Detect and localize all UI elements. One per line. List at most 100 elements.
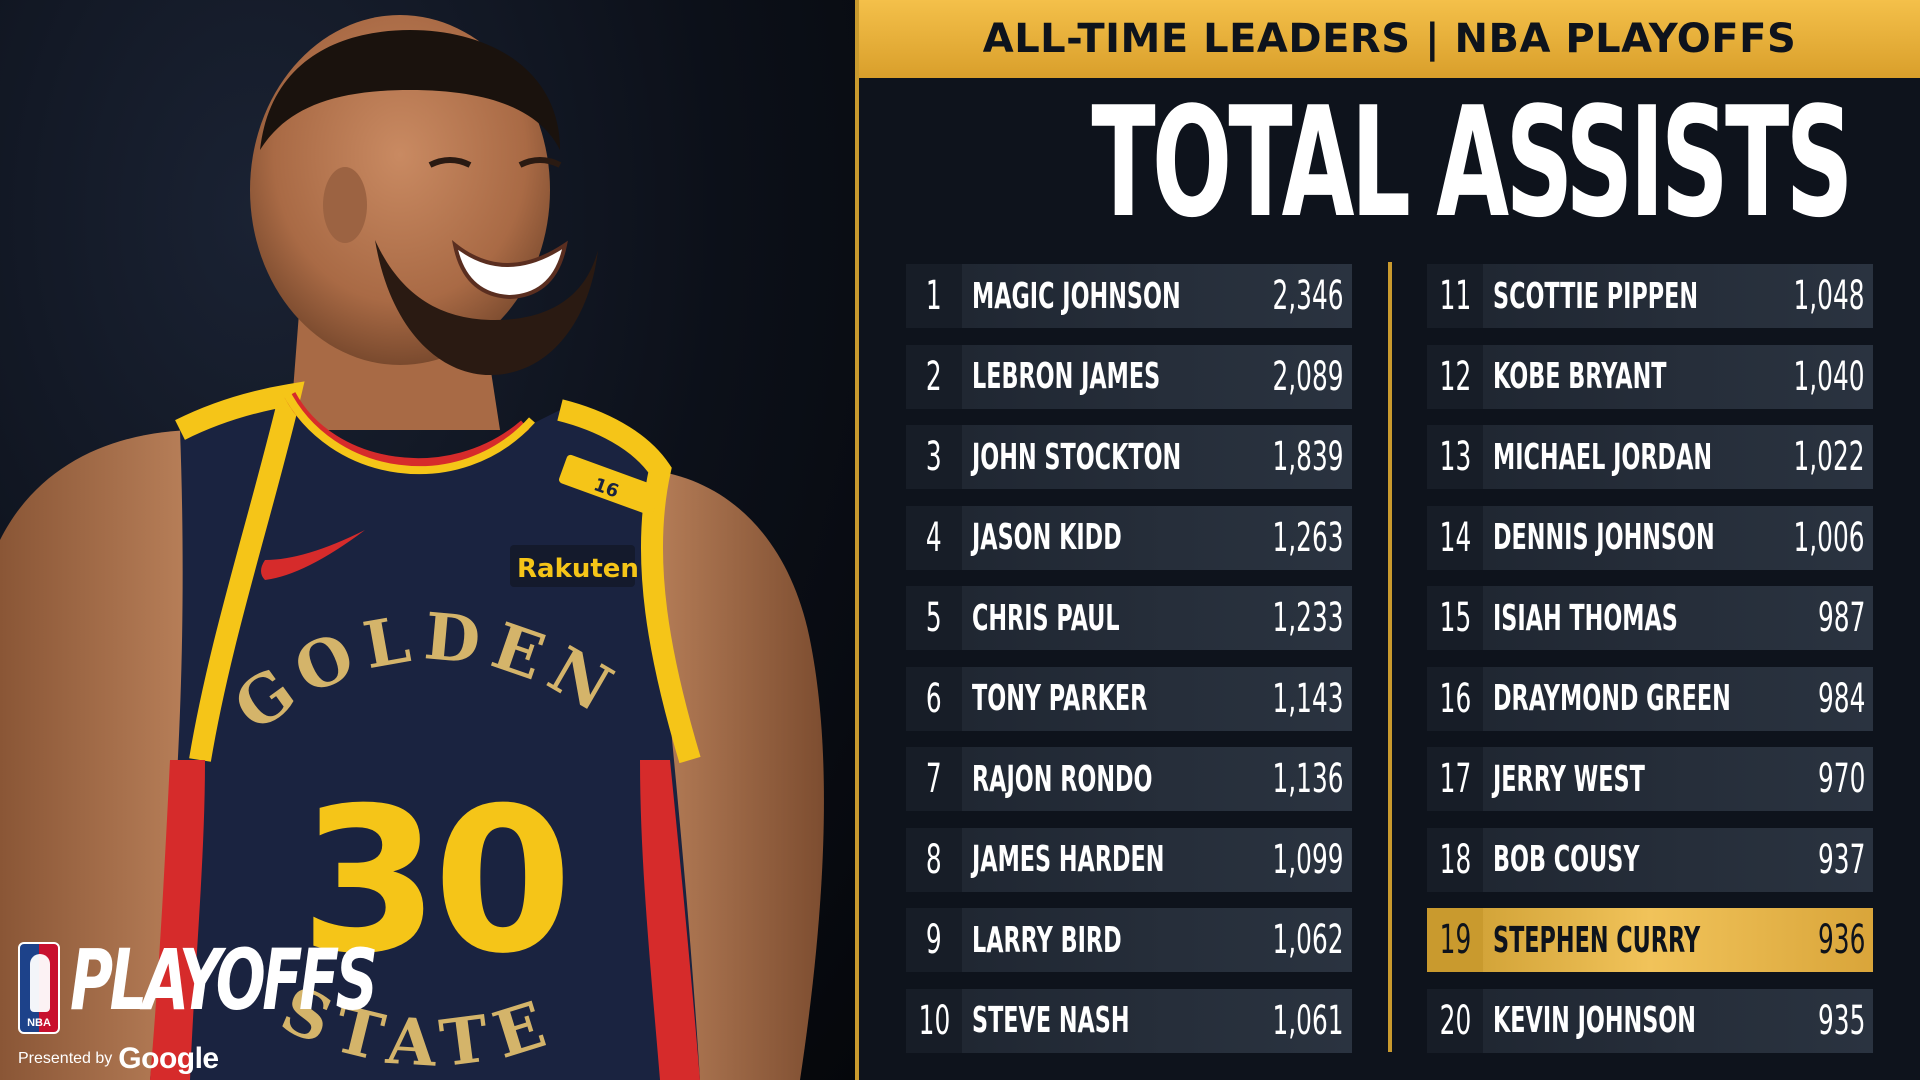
leader-name-text: BOB COUSY [1493, 839, 1640, 880]
leader-name-text: ISIAH THOMAS [1493, 597, 1678, 639]
leader-assists-value: 2,346 [1229, 273, 1352, 319]
leader-name: RAJON RONDO [962, 759, 1229, 800]
leader-assists-text: 1,233 [1273, 595, 1344, 641]
leader-name: JAMES HARDEN [962, 839, 1229, 880]
leader-name-text: JOHN STOCKTON [972, 436, 1182, 478]
leader-name-text: CHRIS PAUL [972, 597, 1120, 639]
player-photo: 16 Rakuten GOLDEN 30 STATE [0, 15, 824, 1080]
leader-assists-value: 1,136 [1229, 756, 1352, 802]
leader-assists-text: 936 [1817, 917, 1865, 963]
leader-assists-value: 1,048 [1750, 273, 1873, 319]
leaders-column-left: 1 MAGIC JOHNSON 2,346 2 LEBRON JAMES 2,089 3 JO… [906, 264, 1352, 1069]
leader-assists-text: 2,346 [1273, 273, 1344, 319]
leader-name-text: SCOTTIE PIPPEN [1493, 275, 1699, 317]
leader-rank-text: 12 [1439, 353, 1471, 400]
nba-playoffs-logo: NBA PLAYOFFS Presented by Google [18, 938, 378, 1075]
leader-assists-text: 1,062 [1273, 917, 1344, 963]
leader-assists-text: 1,099 [1273, 836, 1344, 883]
leader-name: JOHN STOCKTON [962, 437, 1229, 478]
leader-rank-text: 3 [926, 434, 942, 480]
leader-assists-value: 1,099 [1229, 837, 1352, 883]
leader-assists-value: 936 [1789, 917, 1873, 963]
leader-rank: 4 [906, 505, 962, 570]
leader-rank: 11 [1427, 264, 1483, 328]
jersey-sponsor-patch: Rakuten [517, 554, 639, 584]
nike-swoosh-icon [261, 530, 365, 580]
leader-row: 2 LEBRON JAMES 2,089 [906, 344, 1352, 409]
leader-rank-text: 14 [1439, 514, 1471, 561]
leader-rank: 16 [1427, 666, 1483, 731]
leader-rank-text: 19 [1439, 917, 1471, 963]
leader-assists-text: 987 [1817, 595, 1865, 641]
leader-name-text: KOBE BRYANT [1493, 356, 1667, 397]
leader-row: 1 MAGIC JOHNSON 2,346 [906, 264, 1352, 328]
leader-name: ISIAH THOMAS [1483, 598, 1789, 639]
leader-name-text: STEPHEN CURRY [1493, 919, 1701, 961]
leader-name: SCOTTIE PIPPEN [1483, 276, 1750, 317]
leader-name: MICHAEL JORDAN [1483, 437, 1750, 478]
leader-assists-value: 937 [1789, 837, 1873, 883]
leader-rank-text: 11 [1439, 273, 1471, 319]
leader-assists-text: 937 [1817, 836, 1865, 883]
leader-rank: 3 [906, 425, 962, 489]
leader-name-text: LARRY BIRD [972, 919, 1122, 961]
leader-assists-text: 1,040 [1794, 353, 1865, 400]
leader-name: LARRY BIRD [962, 920, 1229, 961]
leader-row: 17 JERRY WEST 970 [1427, 747, 1873, 811]
page-title: TOTAL ASSISTS [859, 74, 1920, 251]
leader-row: 14 DENNIS JOHNSON 1,006 [1427, 505, 1873, 570]
leader-assists-text: 1,006 [1794, 514, 1865, 561]
leader-rank: 12 [1427, 344, 1483, 409]
leader-rank: 6 [906, 666, 962, 731]
presented-by-line: Presented by Google [18, 1042, 219, 1076]
leader-rank: 9 [906, 908, 962, 972]
leader-rank-text: 5 [926, 595, 942, 641]
leader-name-text: MICHAEL JORDAN [1493, 436, 1713, 478]
leader-rank-text: 9 [926, 917, 942, 963]
leader-assists-value: 1,839 [1229, 434, 1352, 480]
leader-name-text: MAGIC JOHNSON [972, 275, 1181, 317]
leaders-column-right: 11 SCOTTIE PIPPEN 1,048 12 KOBE BRYANT 1,040 1… [1427, 264, 1873, 1069]
leader-rank-text: 17 [1439, 756, 1471, 802]
leader-name: KEVIN JOHNSON [1483, 1000, 1789, 1041]
leader-assists-text: 935 [1817, 997, 1865, 1044]
leader-row: 8 JAMES HARDEN 1,099 [906, 827, 1352, 892]
nba-logo-icon: NBA [18, 942, 60, 1034]
leader-assists-value: 1,233 [1229, 595, 1352, 641]
leader-name: STEPHEN CURRY [1483, 920, 1789, 961]
leader-rank-text: 13 [1439, 434, 1471, 480]
title-text: TOTAL ASSISTS [1091, 74, 1853, 251]
leader-assists-value: 987 [1789, 595, 1873, 641]
jersey-number: 30 [300, 765, 566, 998]
leader-row: 13 MICHAEL JORDAN 1,022 [1427, 425, 1873, 489]
leader-row: 6 TONY PARKER 1,143 [906, 666, 1352, 731]
leader-rank: 13 [1427, 425, 1483, 489]
leader-rank-text: 20 [1439, 997, 1471, 1044]
leader-assists-value: 1,022 [1750, 434, 1873, 480]
leader-rank-text: 8 [926, 836, 942, 883]
leader-rank-text: 15 [1439, 595, 1471, 641]
presented-by-label: Presented by [18, 1050, 113, 1068]
leader-assists-text: 1,048 [1794, 273, 1865, 319]
leader-name: TONY PARKER [962, 678, 1229, 719]
leaderboard-panel: ALL-TIME LEADERS | NBA PLAYOFFS TOTAL AS… [859, 0, 1920, 1080]
leader-assists-value: 935 [1789, 998, 1873, 1044]
leader-row: 11 SCOTTIE PIPPEN 1,048 [1427, 264, 1873, 328]
leader-assists-value: 1,263 [1229, 515, 1352, 561]
leader-name: LEBRON JAMES [962, 356, 1229, 397]
leader-name-text: STEVE NASH [972, 1000, 1130, 1041]
leader-name-text: DRAYMOND GREEN [1493, 678, 1731, 719]
leader-row: 12 KOBE BRYANT 1,040 [1427, 344, 1873, 409]
leader-row: 15 ISIAH THOMAS 987 [1427, 586, 1873, 650]
banner-title: ALL-TIME LEADERS | NBA PLAYOFFS [982, 16, 1797, 62]
leader-rank: 7 [906, 747, 962, 811]
leader-name-text: JASON KIDD [972, 517, 1122, 558]
leader-assists-text: 2,089 [1273, 353, 1344, 400]
leader-assists-value: 1,040 [1750, 354, 1873, 400]
leader-name-text: TONY PARKER [972, 678, 1148, 719]
leader-name: JERRY WEST [1483, 759, 1789, 800]
leader-assists-text: 1,839 [1273, 434, 1344, 480]
leader-assists-text: 1,061 [1273, 997, 1344, 1044]
leader-assists-text: 1,263 [1273, 514, 1344, 561]
